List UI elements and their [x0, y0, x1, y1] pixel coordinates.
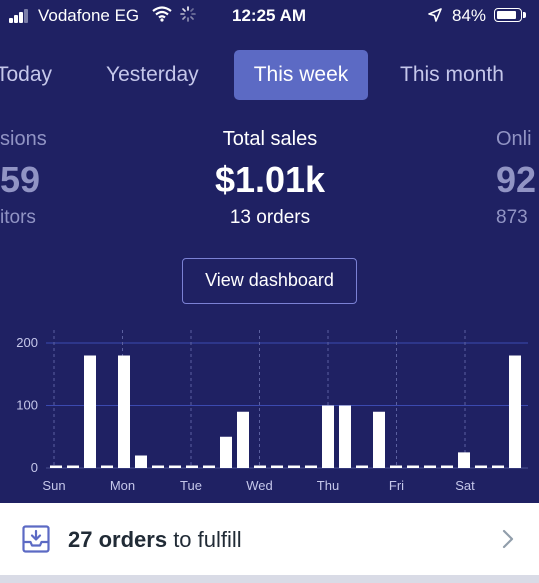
bar — [203, 465, 215, 468]
bar — [390, 465, 402, 468]
sales-chart: 0 100 200 Sun Mon Tue Wed Thu Fri Sat — [16, 330, 528, 493]
bar — [441, 465, 453, 468]
bar — [407, 465, 419, 468]
signal-icon — [9, 9, 33, 23]
bar — [169, 465, 181, 468]
x-tick-label: Tue — [180, 478, 202, 493]
metric-sub: 873 — [496, 207, 528, 228]
bar — [288, 465, 300, 468]
bar — [271, 465, 283, 468]
x-tick-label: Fri — [389, 478, 404, 493]
y-tick-label: 100 — [16, 398, 38, 413]
bar — [118, 355, 130, 468]
tab-today[interactable]: Today — [0, 63, 53, 86]
metric-value: 92 — [496, 159, 537, 200]
metric-card-total-sales[interactable]: Total sales $1.01k 13 orders — [170, 128, 370, 229]
x-tick-label: Wed — [246, 478, 273, 493]
tab-yesterday[interactable]: Yesterday — [106, 63, 199, 86]
bar — [67, 465, 79, 468]
bar — [458, 452, 470, 468]
clock: 12:25 AM — [232, 6, 307, 25]
activity-spinner-icon — [180, 6, 196, 22]
bar — [492, 465, 504, 468]
bar — [305, 465, 317, 468]
period-tabs: Today Yesterday This week This month — [0, 50, 539, 100]
fulfill-count: 27 orders — [68, 527, 168, 552]
bar — [356, 465, 368, 468]
bar — [50, 465, 62, 468]
y-tick-label: 200 — [16, 335, 38, 350]
metric-sub: itors — [0, 207, 36, 228]
x-tick-label: Sat — [455, 478, 475, 493]
fulfill-label: 27 orders to fulfill — [68, 527, 242, 553]
bar — [237, 411, 249, 468]
bar — [135, 455, 147, 468]
bar — [322, 405, 334, 468]
orders-to-fulfill-row[interactable]: 27 orders to fulfill — [0, 503, 539, 575]
metric-value: 59 — [0, 159, 41, 200]
x-tick-label: Thu — [317, 478, 339, 493]
tab-this-month[interactable]: This month — [400, 63, 504, 86]
bottom-divider — [0, 575, 539, 583]
metric-title: sions — [0, 128, 47, 150]
bar — [339, 405, 351, 468]
metric-card-sessions[interactable]: sions 59 itors — [0, 128, 47, 229]
bar — [254, 465, 266, 468]
carrier-name: Vodafone EG — [38, 6, 140, 25]
bar — [373, 411, 385, 468]
metric-title: Onli — [496, 128, 532, 150]
battery-icon — [494, 8, 526, 22]
chevron-right-icon — [502, 529, 514, 549]
bar — [424, 465, 436, 468]
bar — [186, 465, 198, 468]
y-tick-label: 0 — [31, 460, 38, 475]
total-sales-title: Total sales — [222, 128, 318, 150]
bar — [152, 465, 164, 468]
bar — [84, 355, 96, 468]
bar — [220, 436, 232, 468]
x-tick-label: Sun — [42, 478, 65, 493]
location-arrow-icon — [428, 8, 442, 22]
x-tick-label: Mon — [110, 478, 135, 493]
bar — [101, 465, 113, 468]
wifi-icon — [152, 6, 172, 22]
metric-card-online[interactable]: Onli 92 873 — [496, 128, 536, 229]
fulfill-suffix: to fulfill — [173, 527, 242, 552]
total-sales-value: $1.01k — [214, 159, 326, 200]
tab-this-week[interactable]: This week — [234, 50, 368, 100]
bar — [509, 355, 521, 468]
total-sales-orders: 13 orders — [229, 207, 311, 228]
status-bar: Vodafone EG 12:25 AM 84% — [0, 0, 539, 32]
battery-percent: 84% — [452, 6, 487, 25]
inbox-download-icon — [22, 525, 50, 553]
view-dashboard-button[interactable]: View dashboard — [182, 258, 357, 304]
bar — [475, 465, 487, 468]
